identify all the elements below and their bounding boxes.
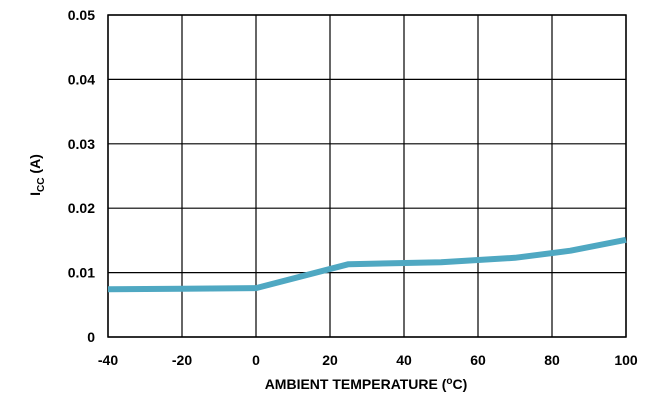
x-axis-title: AMBIENT TEMPERATURE (oC) bbox=[265, 376, 468, 392]
y-tick-label: 0.05 bbox=[68, 7, 95, 23]
y-tick-label: 0.02 bbox=[68, 200, 95, 216]
x-tick-label: 60 bbox=[470, 352, 486, 368]
x-tick-label: 0 bbox=[252, 352, 260, 368]
y-tick-label: 0.03 bbox=[68, 136, 95, 152]
x-tick-label: 100 bbox=[614, 352, 638, 368]
x-tick-label: 20 bbox=[322, 352, 338, 368]
y-tick-label: 0 bbox=[87, 329, 95, 345]
y-tick-labels: 0 0.01 0.02 0.03 0.04 0.05 bbox=[68, 7, 95, 345]
x-tick-label: 40 bbox=[396, 352, 412, 368]
y-tick-label: 0.01 bbox=[68, 265, 95, 281]
series-layer bbox=[107, 236, 627, 293]
x-tick-label: -40 bbox=[98, 352, 118, 368]
x-tick-label: 80 bbox=[544, 352, 560, 368]
series-line bbox=[107, 236, 627, 293]
y-tick-label: 0.04 bbox=[68, 71, 95, 87]
y-axis-title: ICC (A) bbox=[27, 154, 47, 196]
x-tick-label: -20 bbox=[172, 352, 192, 368]
plot-frame bbox=[107, 14, 627, 338]
x-tick-labels: -40 -20 0 20 40 60 80 100 bbox=[98, 352, 638, 368]
